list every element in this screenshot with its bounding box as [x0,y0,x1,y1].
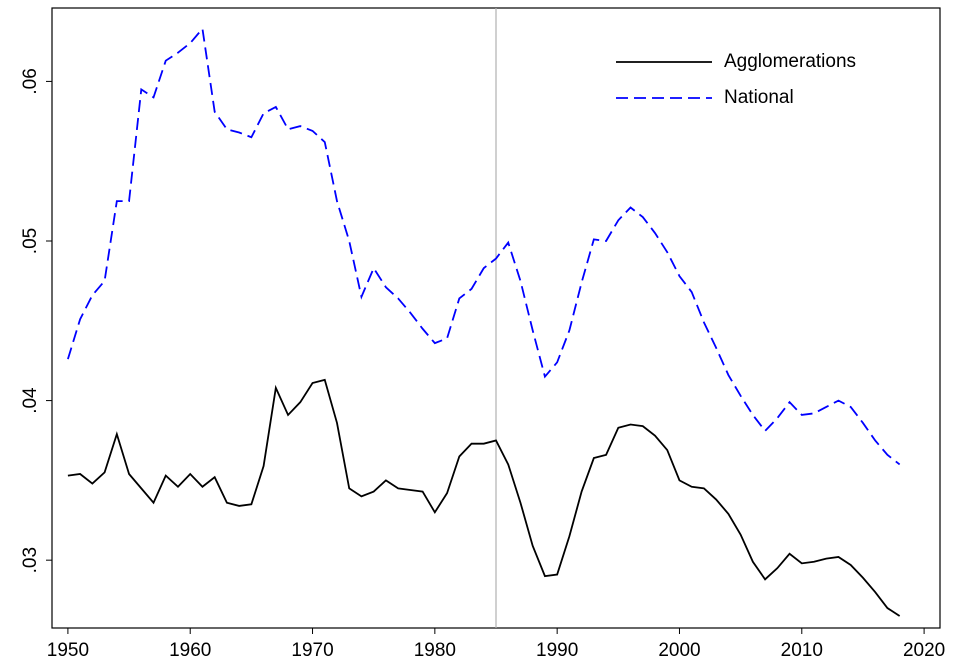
y-tick-label: .06 [20,68,41,94]
x-tick-label: 1980 [414,640,456,661]
x-tick-label: 1960 [169,640,211,661]
legend-label: National [724,87,794,108]
y-tick-label: .05 [20,228,41,254]
x-tick-label: 2020 [903,640,945,661]
x-tick-label: 2000 [658,640,700,661]
y-tick-label: .03 [20,547,41,573]
x-tick-label: 1990 [536,640,578,661]
series-line [67,26,901,466]
series-line [67,378,901,617]
x-tick-label: 1970 [291,640,333,661]
legend-label: Agglomerations [724,51,856,72]
y-tick-label: .04 [20,387,41,414]
x-tick-label: 2010 [781,640,823,661]
x-tick-label: 1950 [47,640,89,661]
